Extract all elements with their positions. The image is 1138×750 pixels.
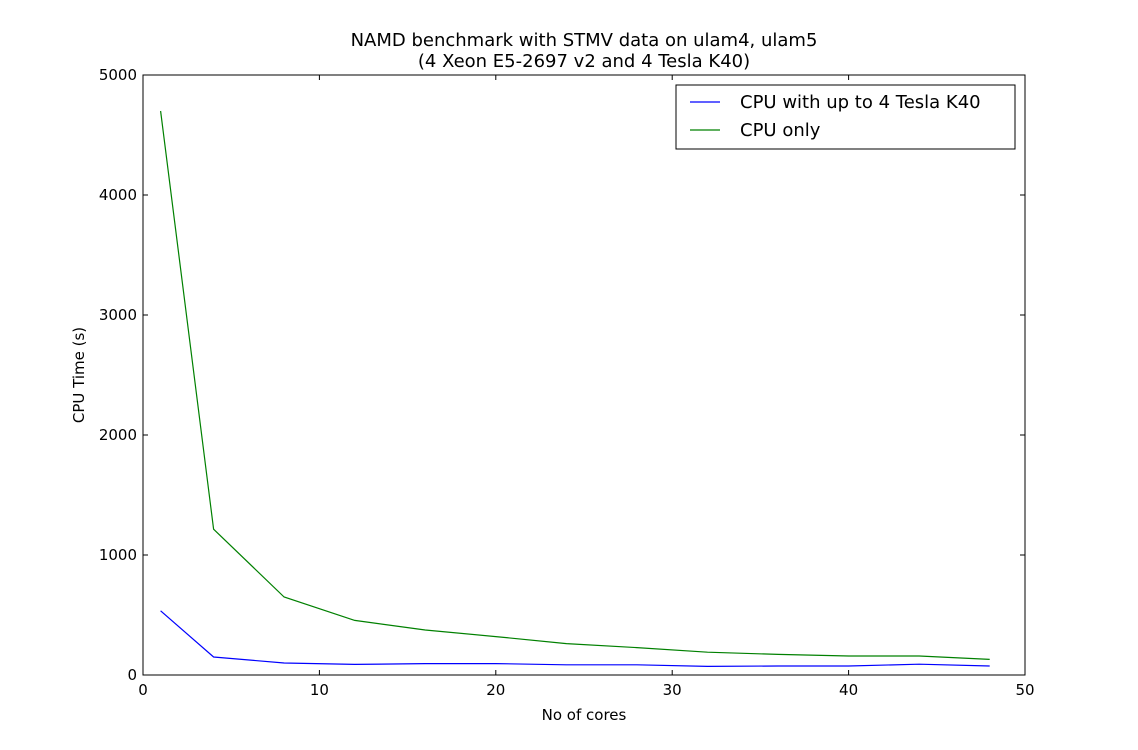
x-tick-label: 0 <box>138 681 148 699</box>
legend-label-cpu: CPU only <box>740 120 821 141</box>
y-tick-label: 5000 <box>99 66 137 84</box>
legend-box <box>675 84 1016 150</box>
y-tick-label: 1000 <box>99 546 137 564</box>
legend-label-gpu: CPU with up to 4 Tesla K40 <box>740 92 981 113</box>
y-tick-label: 3000 <box>99 306 137 324</box>
legend: CPU with up to 4 Tesla K40 CPU only <box>675 84 1016 150</box>
y-tick-label: 0 <box>127 666 137 684</box>
series-layer <box>160 110 990 668</box>
ticks-layer: 0 10 20 30 40 50 0 1000 2000 3000 4000 5000 <box>99 66 1035 699</box>
x-tick-label: 20 <box>486 681 505 699</box>
series-line-cpu <box>160 110 990 660</box>
y-tick-label: 2000 <box>99 426 137 444</box>
x-tick-label: 40 <box>839 681 858 699</box>
chart-title: NAMD benchmark with STMV data on ulam4, … <box>351 30 818 51</box>
series-line-gpu <box>160 610 990 668</box>
y-tick-label: 4000 <box>99 186 137 204</box>
x-axis-label: No of cores <box>542 706 627 724</box>
chart-subtitle: (4 Xeon E5-2697 v2 and 4 Tesla K40) <box>418 51 750 72</box>
y-axis-label: CPU Time (s) <box>70 327 88 423</box>
x-tick-label: 50 <box>1015 681 1034 699</box>
x-tick-label: 30 <box>663 681 682 699</box>
x-tick-label: 10 <box>310 681 329 699</box>
plot-frame <box>142 74 1026 676</box>
